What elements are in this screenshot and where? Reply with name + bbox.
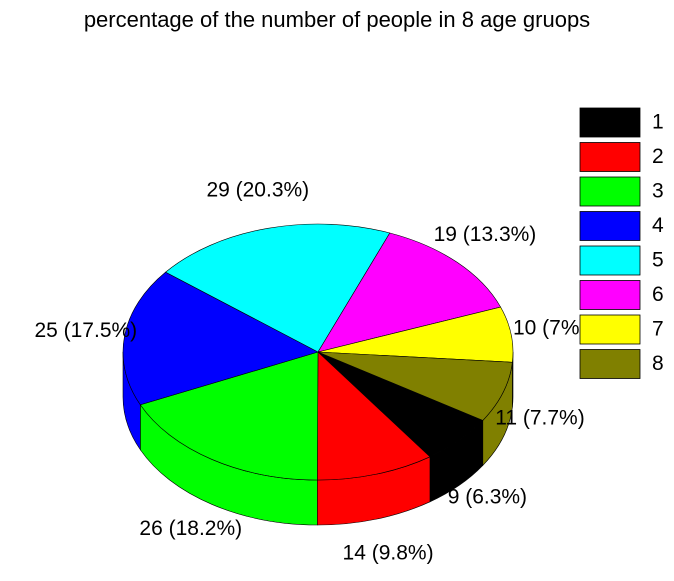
legend-swatch <box>579 280 641 310</box>
legend-label: 5 <box>652 249 664 272</box>
pie-slice <box>317 351 513 421</box>
pie-slice <box>139 351 319 481</box>
legend-label: 7 <box>652 318 664 341</box>
pie-slice <box>165 223 391 353</box>
data-label: 14 (9.8%) <box>343 541 434 564</box>
legend-label: 3 <box>652 180 664 203</box>
legend-label: 8 <box>652 352 664 375</box>
legend-swatch <box>579 176 641 207</box>
legend-swatch <box>579 349 641 379</box>
legend-label: 6 <box>652 283 664 306</box>
legend-swatch <box>579 245 641 276</box>
legend-swatch <box>579 107 641 138</box>
legend-swatch <box>579 142 641 172</box>
legend-swatch <box>579 314 641 345</box>
legend-label: 1 <box>652 111 664 134</box>
legend-swatch <box>579 211 641 241</box>
data-label: 19 (13.3%) <box>434 223 537 246</box>
pie-slice <box>122 271 319 406</box>
data-label: 26 (18.2%) <box>139 517 242 540</box>
pie-slice <box>317 351 431 481</box>
data-label: 9 (6.3%) <box>448 485 527 508</box>
pie-slice <box>317 232 502 353</box>
chart-title: percentage of the number of people in 8 … <box>84 7 590 32</box>
data-label: 11 (7.7%) <box>495 406 585 429</box>
legend-label: 2 <box>652 145 664 168</box>
data-label: 25 (17.5%) <box>34 319 137 342</box>
data-label: 10 (7%) <box>513 316 587 339</box>
legend-label: 4 <box>652 214 664 237</box>
data-label: 29 (20.3%) <box>206 179 309 202</box>
